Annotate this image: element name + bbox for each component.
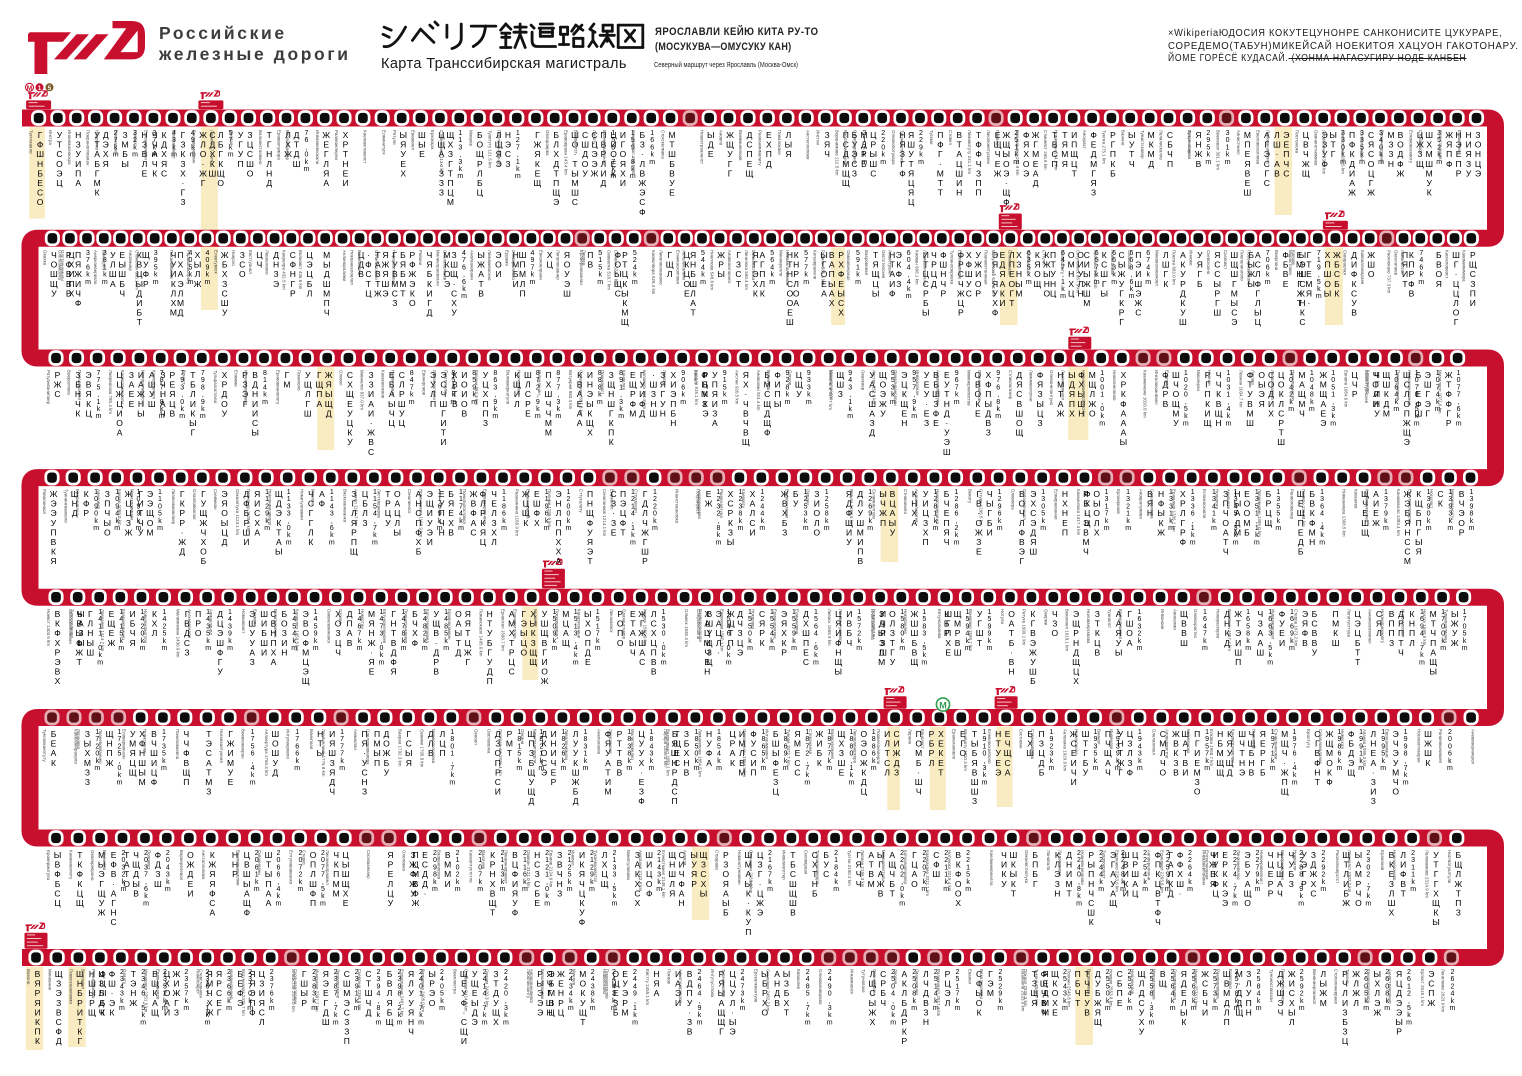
svg-text:5: 5 bbox=[48, 86, 52, 92]
svg-text:M: M bbox=[27, 85, 32, 92]
svg-text:1: 1 bbox=[38, 86, 42, 92]
svg-text:M: M bbox=[939, 701, 947, 711]
